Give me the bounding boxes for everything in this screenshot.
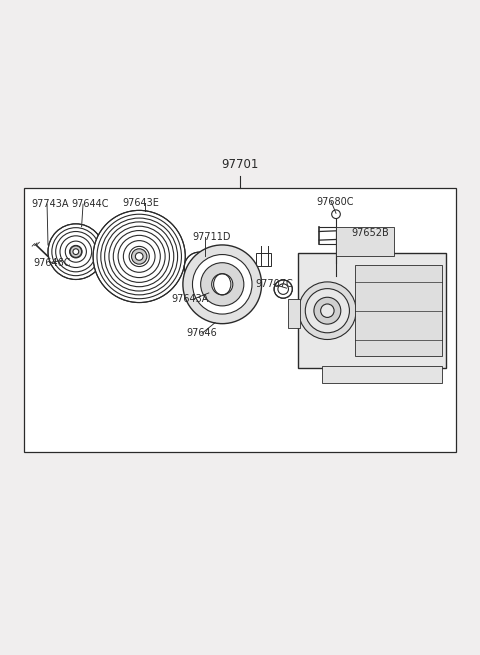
Text: 97643E: 97643E	[122, 198, 159, 208]
Circle shape	[332, 210, 340, 219]
Text: 97646C: 97646C	[34, 257, 71, 268]
Circle shape	[48, 224, 104, 280]
Circle shape	[183, 245, 262, 324]
Circle shape	[201, 263, 244, 306]
Text: 97643A: 97643A	[172, 293, 209, 304]
Circle shape	[132, 249, 147, 264]
Circle shape	[305, 289, 349, 333]
Circle shape	[321, 304, 334, 318]
Circle shape	[70, 246, 82, 257]
Circle shape	[73, 249, 79, 255]
Text: 97711D: 97711D	[192, 233, 230, 242]
Circle shape	[212, 274, 233, 295]
Bar	[288, 299, 300, 328]
FancyBboxPatch shape	[256, 253, 271, 265]
Bar	[298, 253, 446, 368]
Text: 97707C: 97707C	[256, 279, 294, 290]
Circle shape	[184, 252, 214, 282]
Text: 97743A: 97743A	[31, 199, 69, 209]
Text: 97646: 97646	[186, 328, 217, 338]
Circle shape	[274, 280, 292, 298]
Circle shape	[299, 282, 356, 339]
Bar	[336, 227, 394, 255]
Circle shape	[192, 255, 252, 314]
Text: 97644C: 97644C	[71, 199, 108, 209]
Circle shape	[314, 297, 341, 324]
Circle shape	[135, 253, 143, 260]
Bar	[24, 188, 456, 453]
Text: 97680C: 97680C	[317, 196, 354, 207]
Text: 97652B: 97652B	[351, 229, 389, 238]
Bar	[322, 366, 442, 383]
Circle shape	[103, 248, 109, 255]
Bar	[355, 265, 442, 356]
Circle shape	[93, 210, 185, 303]
Bar	[322, 253, 350, 263]
Text: 97701: 97701	[221, 158, 259, 170]
